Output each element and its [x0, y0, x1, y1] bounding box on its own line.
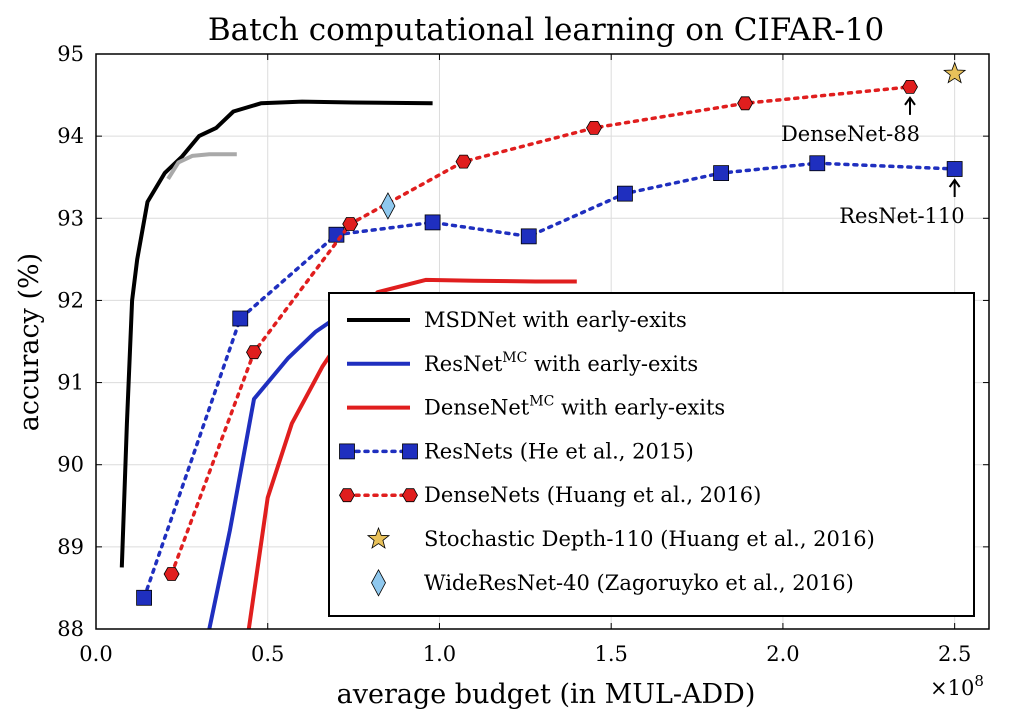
- msdnet-with-early-exits-line: [119, 99, 433, 568]
- legend-swatch-marker: [366, 526, 391, 549]
- resnets-he-et-al-2015-point: [713, 165, 729, 182]
- resnets-he-et-al-2015-point: [946, 161, 963, 177]
- x-tick-label: 0.5: [251, 642, 284, 666]
- y-axis-label: accuracy (%): [14, 253, 45, 431]
- densenets-huang-et-al-2016-point: [902, 80, 918, 94]
- x-axis-label: average budget (in MUL-ADD): [337, 679, 756, 710]
- series-resnet: [207, 313, 342, 629]
- densenets-huang-et-al-2016-point: [737, 96, 754, 111]
- y-tick-label: 95: [57, 42, 84, 66]
- wideresnet-40-zagoruyko-et-al-2016-point: [380, 192, 396, 220]
- legend-entry-densenets-huang-et-al-2016: DenseNets (Huang et al., 2016): [339, 483, 761, 507]
- legend-label: WideResNet-40 (Zagoruyko et al., 2016): [424, 571, 854, 595]
- legend-swatch-marker: [402, 443, 418, 460]
- x-axis-multiplier: ×108: [930, 672, 984, 700]
- y-tick-label: 93: [57, 206, 84, 230]
- annotation-arrow: [904, 96, 916, 115]
- msdnet-gray-segment-line: [166, 152, 237, 180]
- densenets-huang-et-al-2016-point: [586, 121, 602, 135]
- resnets-he-et-al-2015-point: [424, 214, 441, 231]
- legend-entry-resnet: ResNetMC with early-exits: [347, 350, 698, 376]
- x-tick-label: 2.5: [938, 642, 971, 666]
- legend-entry-densenet: DenseNetMC with early-exits: [347, 394, 725, 420]
- series-layer: [119, 61, 967, 629]
- series-stochastic-depth-110-huang-et-al-2016: [943, 61, 967, 84]
- series-msdnet-gray-segment: [166, 152, 237, 180]
- annotation-label: DenseNet-88: [781, 122, 920, 146]
- y-tick-label: 91: [57, 371, 84, 395]
- densenets-huang-et-al-2016-point: [163, 567, 180, 581]
- plot-frame: [95, 53, 990, 630]
- legend-label: ResNets (He et al., 2015): [424, 439, 694, 463]
- x-tick-label: 1.5: [594, 642, 627, 666]
- densenets-huang-et-al-2016-point: [246, 345, 262, 360]
- y-tick-label: 88: [57, 617, 84, 641]
- resnets-he-et-al-2015-point: [328, 226, 345, 243]
- legend-swatch-marker: [402, 488, 418, 503]
- x-tick-label: 1.0: [423, 642, 456, 666]
- resnets-he-et-al-2015-point: [520, 228, 537, 245]
- chart-title: Batch computational learning on CIFAR-10: [208, 12, 884, 48]
- series-wideresnet-40-zagoruyko-et-al-2016: [380, 192, 396, 220]
- legend: MSDNet with early-exits ResNetMC with ear…: [328, 292, 975, 617]
- legend-label: DenseNets (Huang et al., 2016): [424, 483, 761, 507]
- annotation-arrow: [948, 178, 961, 197]
- legend-label: Stochastic Depth-110 (Huang et al., 2016…: [424, 527, 875, 551]
- legend-entry-msdnet-with-early-exits: MSDNet with early-exits: [347, 308, 687, 332]
- x-tick-label: 2.0: [766, 642, 799, 666]
- y-tick-label: 90: [57, 453, 84, 477]
- y-tick-label: 89: [57, 535, 84, 559]
- densenets-huang-et-al-2016-point: [455, 154, 472, 169]
- resnets-he-et-al-2015-point: [136, 589, 152, 606]
- legend-entry-wideresnet-40-zagoruyko-et-al-2016: WideResNet-40 (Zagoruyko et al., 2016): [371, 568, 854, 597]
- legend-box: [328, 292, 975, 617]
- legend-label: ResNetMC with early-exits: [424, 350, 698, 376]
- series-msdnet-with-early-exits: [119, 99, 433, 568]
- legend-swatch-marker: [339, 443, 355, 460]
- x-tick-label: 0.0: [79, 642, 112, 666]
- y-tick-label: 92: [57, 288, 84, 312]
- series-densenets-huang-et-al-2016: [163, 80, 918, 581]
- resnets-he-et-al-2015-line: [142, 161, 957, 600]
- resnets-he-et-al-2015-point: [617, 185, 633, 202]
- stochastic-depth-110-huang-et-al-2016-point: [943, 61, 967, 84]
- legend-swatch-marker: [371, 568, 386, 597]
- legend-entry-resnets-he-et-al-2015: ResNets (He et al., 2015): [339, 439, 694, 463]
- legend-entry-stochastic-depth-110-huang-et-al-2016: Stochastic Depth-110 (Huang et al., 2016…: [366, 526, 875, 551]
- annotation-layer: DenseNet-88 ResNet-110: [781, 96, 965, 228]
- resnet-line: [207, 313, 342, 629]
- legend-label: MSDNet with early-exits: [424, 308, 687, 332]
- densenets-huang-et-al-2016-point: [342, 217, 359, 231]
- resnets-he-et-al-2015-point: [809, 155, 826, 172]
- y-tick-label: 94: [57, 124, 84, 148]
- tick-layer: 0.0 0.5 1.0 1.5 2.0 2.5 88 89 90 91 92 93 94 95: [57, 42, 989, 666]
- legend-label: DenseNetMC with early-exits: [424, 394, 725, 420]
- legend-swatch-marker: [339, 488, 355, 503]
- annotation-label: ResNet-110: [839, 204, 964, 228]
- resnets-he-et-al-2015-point: [232, 310, 249, 327]
